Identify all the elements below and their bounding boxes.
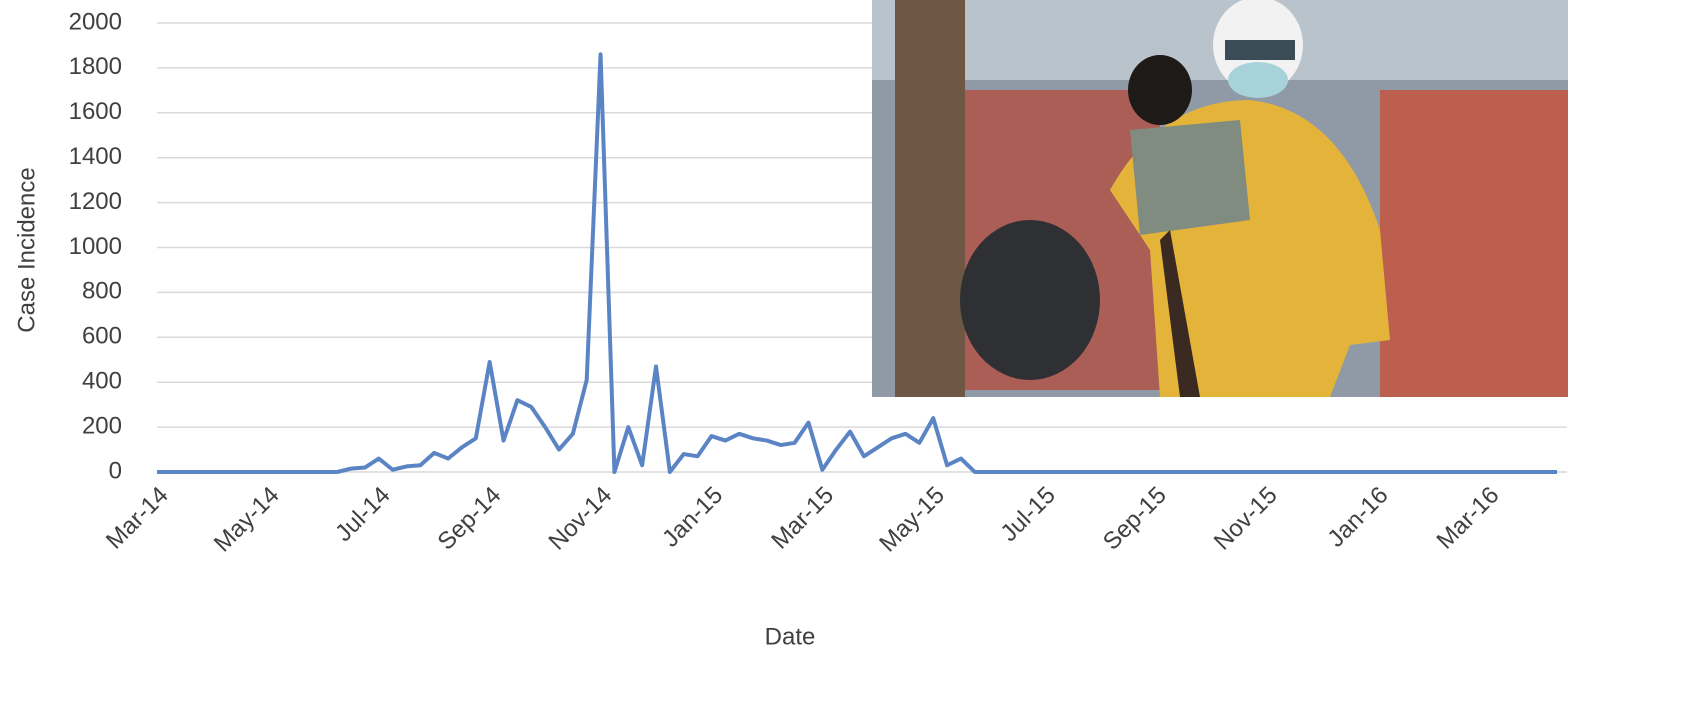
x-tick-label: Jan-16 <box>1323 482 1394 553</box>
y-tick-label: 400 <box>82 368 122 395</box>
x-tick-label: Mar-16 <box>1432 482 1505 555</box>
y-tick-label: 1200 <box>69 188 122 215</box>
x-tick-label: May-14 <box>209 482 285 558</box>
y-tick-label: 1800 <box>69 53 122 80</box>
x-axis-label: Date <box>765 623 816 650</box>
x-tick-label: Nov-14 <box>543 482 617 556</box>
x-tick-label: Sep-14 <box>433 482 507 556</box>
x-tick-label: Mar-14 <box>101 482 174 555</box>
y-tick-label: 800 <box>82 278 122 305</box>
y-tick-label: 600 <box>82 323 122 350</box>
x-tick-label: Jan-15 <box>657 482 728 553</box>
y-tick-label: 1400 <box>69 143 122 170</box>
x-tick-label: Nov-15 <box>1209 482 1283 556</box>
x-tick-label: Jul-14 <box>330 482 395 547</box>
x-tick-label: Mar-15 <box>766 482 839 555</box>
x-tick-label: Jul-15 <box>996 482 1061 547</box>
y-tick-label: 200 <box>82 412 122 439</box>
y-axis-label: Case Incidence <box>13 167 40 332</box>
data-line <box>157 52 1557 474</box>
x-tick-label: May-15 <box>874 482 950 558</box>
y-tick-label: 1000 <box>69 233 122 260</box>
x-tick-label: Sep-15 <box>1098 482 1172 556</box>
y-tick-label: 2000 <box>69 8 122 35</box>
y-tick-label: 1600 <box>69 98 122 125</box>
y-tick-label: 0 <box>109 457 122 484</box>
photo <box>872 0 1568 397</box>
